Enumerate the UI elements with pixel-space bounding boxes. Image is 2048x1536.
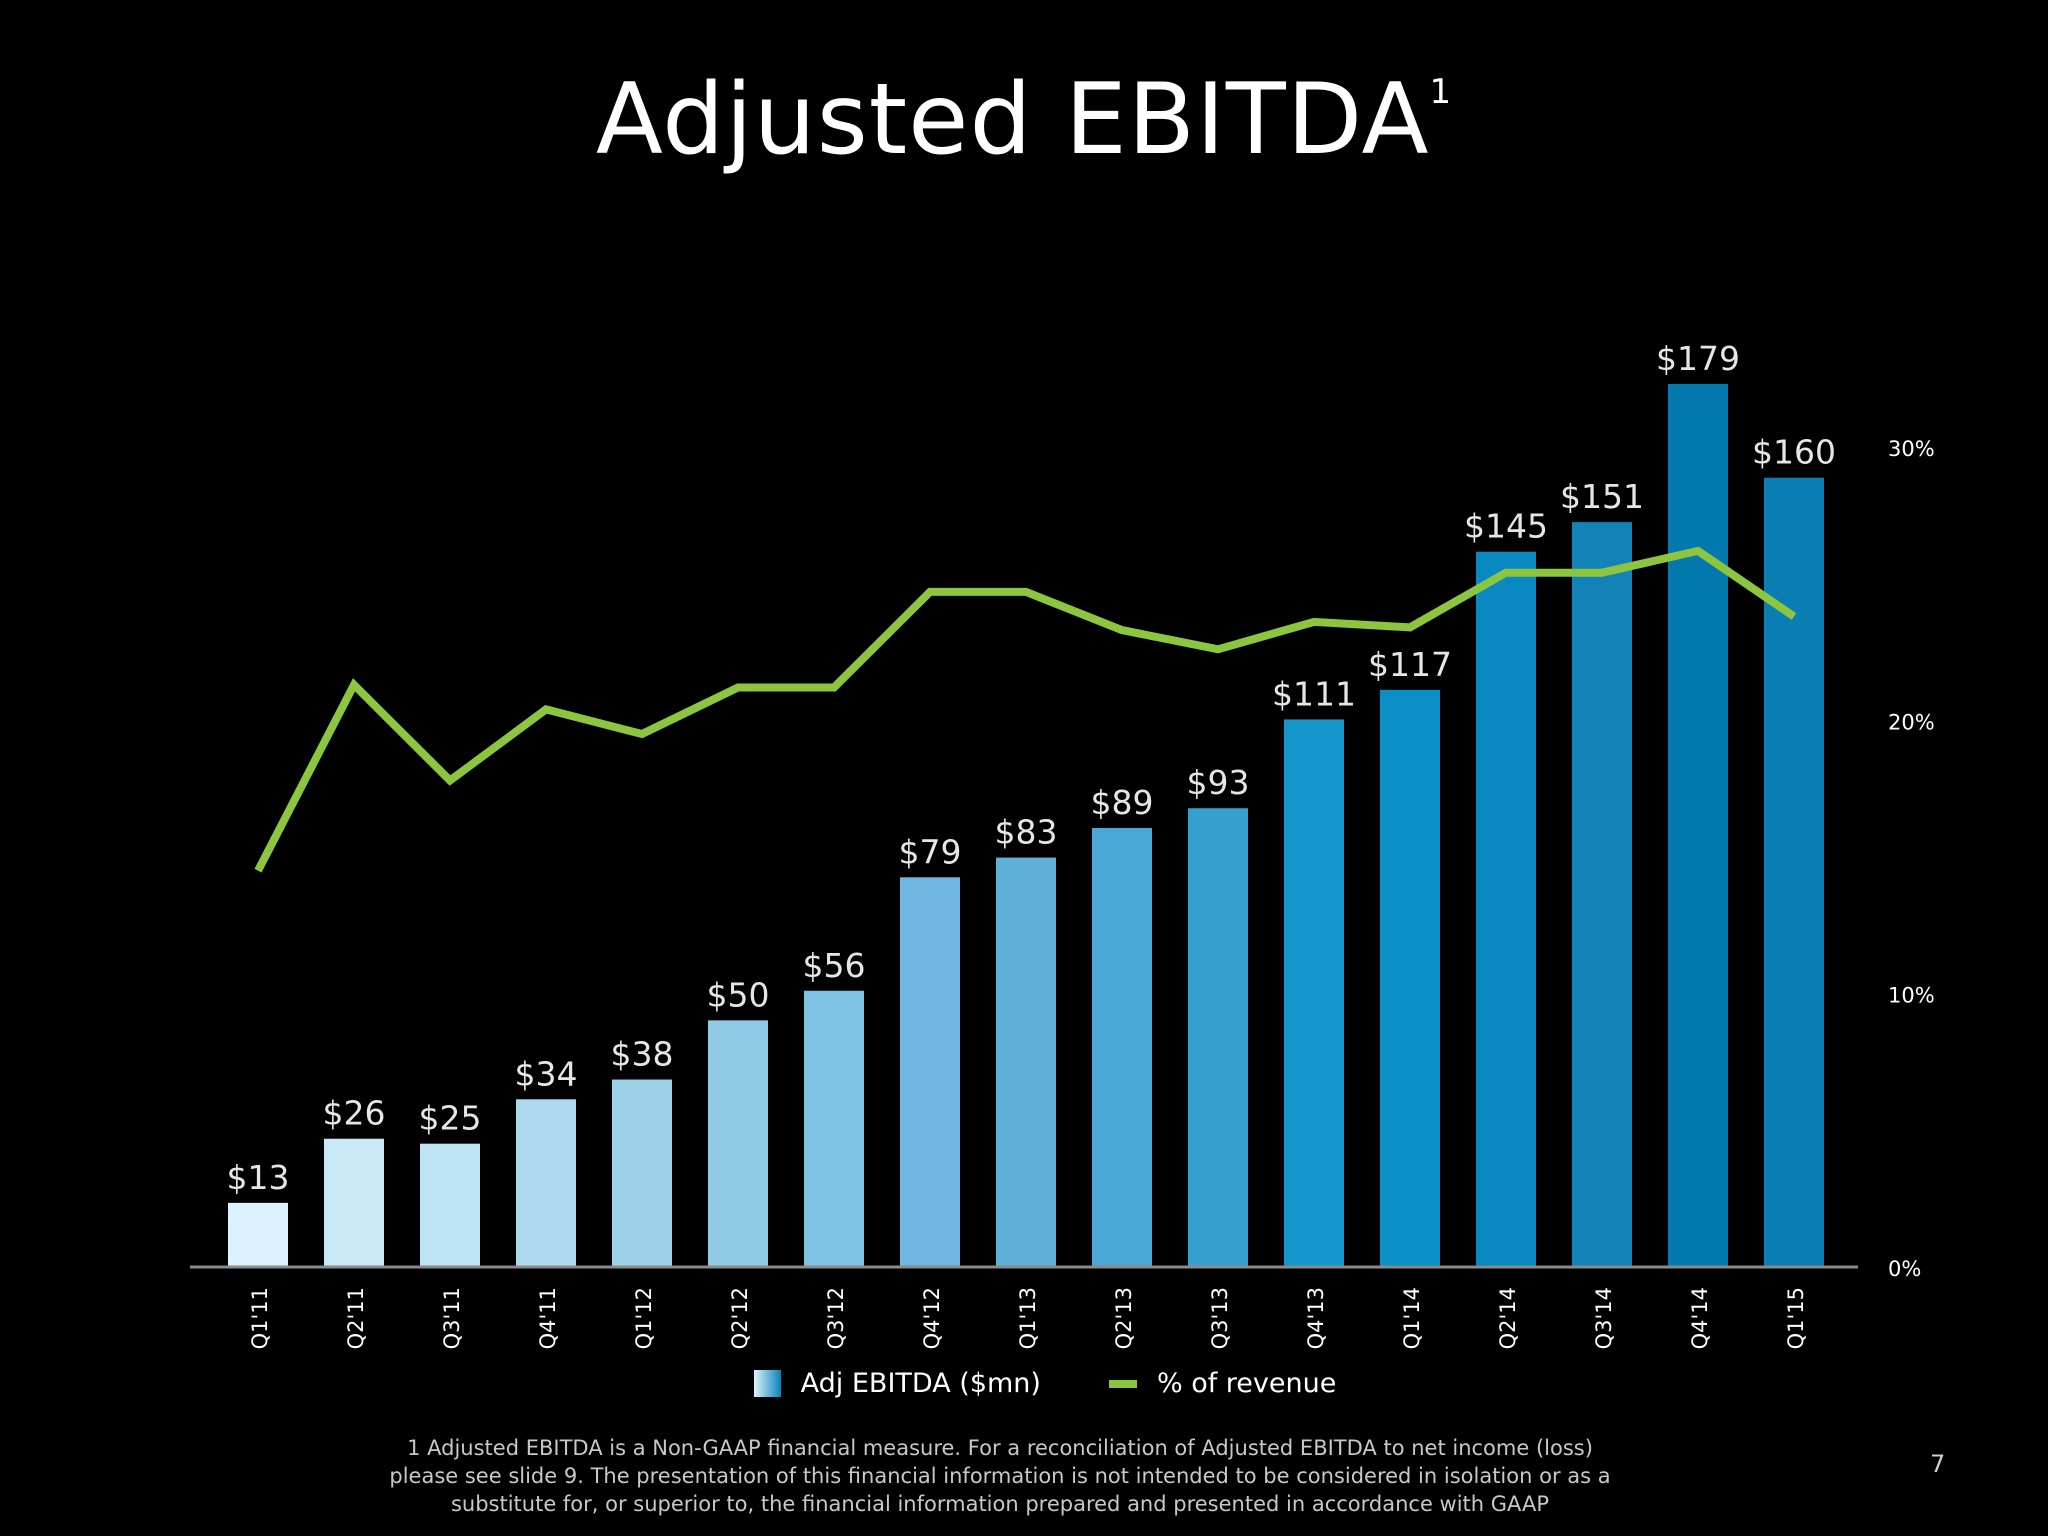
y-right-tick-label-0: 0% bbox=[1888, 1257, 1921, 1281]
bar-12 bbox=[1380, 689, 1440, 1267]
bar-13 bbox=[1476, 551, 1536, 1267]
bar-value-label-2: $25 bbox=[419, 1099, 482, 1138]
legend-bar-swatch bbox=[753, 1370, 781, 1397]
bar-7 bbox=[900, 877, 960, 1267]
bar-value-label-0: $13 bbox=[227, 1158, 290, 1197]
bar-1 bbox=[324, 1138, 384, 1267]
x-tick-label-0: Q1'11 bbox=[248, 1287, 272, 1349]
x-tick-label-12: Q1'14 bbox=[1400, 1287, 1424, 1349]
x-tick-label-15: Q4'14 bbox=[1688, 1287, 1712, 1349]
slide-title: Adjusted EBITDA1 bbox=[0, 62, 2048, 180]
bar-14 bbox=[1572, 522, 1632, 1267]
bar-value-label-5: $50 bbox=[707, 975, 770, 1014]
legend-bar-label: Adj EBITDA ($mn) bbox=[800, 1368, 1041, 1399]
x-tick-label-6: Q3'12 bbox=[824, 1287, 848, 1349]
bar-11 bbox=[1284, 719, 1344, 1267]
bar-5 bbox=[708, 1020, 768, 1267]
bar-value-label-14: $151 bbox=[1560, 477, 1644, 516]
legend-item-ebitda: Adj EBITDA ($mn) bbox=[753, 1368, 1041, 1399]
bar-value-label-6: $56 bbox=[803, 946, 866, 985]
x-tick-label-11: Q4'13 bbox=[1304, 1287, 1328, 1349]
bar-value-labels: $13 $26 $25 $34 $38 $50 $56 $79 $83 $89 $93 $111 $11… bbox=[227, 339, 1836, 1197]
bar-15 bbox=[1668, 384, 1728, 1267]
x-tick-label-16: Q1'15 bbox=[1784, 1287, 1808, 1349]
x-tick-label-14: Q3'14 bbox=[1592, 1287, 1616, 1349]
x-tick-label-5: Q2'12 bbox=[728, 1287, 752, 1349]
y-right-tick-label-2: 20% bbox=[1888, 710, 1935, 734]
bar-value-label-11: $111 bbox=[1272, 674, 1356, 713]
bar-6 bbox=[804, 990, 864, 1267]
right-axis-tick-labels: 0% 10% 20% 30% bbox=[1888, 437, 1935, 1281]
bar-2 bbox=[420, 1143, 480, 1267]
x-tick-label-10: Q3'13 bbox=[1208, 1287, 1232, 1349]
bar-8 bbox=[996, 857, 1056, 1267]
legend-line-swatch bbox=[1108, 1379, 1137, 1388]
chart-legend: Adj EBITDA ($mn) % of revenue bbox=[0, 1368, 2048, 1399]
bars-layer bbox=[228, 384, 1824, 1267]
bar-0 bbox=[228, 1202, 288, 1267]
bar-value-label-3: $34 bbox=[515, 1054, 578, 1093]
x-tick-label-8: Q1'13 bbox=[1016, 1287, 1040, 1349]
footnote: 1 Adjusted EBITDA is a Non-GAAP financia… bbox=[389, 1436, 1611, 1516]
bar-value-label-12: $117 bbox=[1368, 645, 1452, 684]
title-footnote-marker: 1 bbox=[1429, 72, 1453, 112]
percent-of-revenue-line bbox=[254, 546, 1797, 873]
bar-9 bbox=[1092, 827, 1152, 1267]
x-axis-tick-labels: Q1'11 Q2'11 Q3'11 Q4'11 Q1'12 Q2'12 Q3'12 Q4'12… bbox=[248, 1287, 1808, 1349]
x-tick-label-9: Q2'13 bbox=[1112, 1287, 1136, 1349]
bar-value-label-16: $160 bbox=[1752, 433, 1836, 472]
y-right-tick-label-1: 10% bbox=[1888, 984, 1935, 1008]
x-tick-label-13: Q2'14 bbox=[1496, 1287, 1520, 1349]
bar-value-label-13: $145 bbox=[1464, 507, 1548, 546]
bar-value-label-7: $79 bbox=[899, 832, 962, 871]
legend-line-label: % of revenue bbox=[1156, 1368, 1337, 1399]
x-tick-label-4: Q1'12 bbox=[632, 1287, 656, 1349]
page-number: 7 bbox=[1930, 1450, 1946, 1478]
bar-value-label-8: $83 bbox=[995, 813, 1058, 852]
legend-item-percent: % of revenue bbox=[1108, 1368, 1337, 1399]
bar-value-label-9: $89 bbox=[1091, 783, 1154, 822]
bar-value-label-1: $26 bbox=[323, 1094, 386, 1133]
bar-value-label-10: $93 bbox=[1187, 763, 1250, 802]
bar-value-label-4: $38 bbox=[611, 1035, 674, 1074]
bar-4 bbox=[612, 1079, 672, 1267]
y-right-tick-label-3: 30% bbox=[1888, 437, 1935, 461]
x-tick-label-3: Q4'11 bbox=[536, 1287, 560, 1349]
ebitda-chart: $13 $26 $25 $34 $38 $50 $56 $79 $83 $89 $93 $111 $11… bbox=[190, 339, 1935, 1349]
x-tick-label-7: Q4'12 bbox=[920, 1287, 944, 1349]
bar-3 bbox=[516, 1099, 576, 1267]
bar-16 bbox=[1764, 477, 1824, 1267]
slide-title-text: Adjusted EBITDA bbox=[595, 63, 1430, 177]
x-tick-label-1: Q2'11 bbox=[344, 1287, 368, 1349]
x-tick-label-2: Q3'11 bbox=[440, 1287, 464, 1349]
bar-value-label-15: $179 bbox=[1656, 339, 1740, 378]
bar-10 bbox=[1188, 808, 1248, 1267]
